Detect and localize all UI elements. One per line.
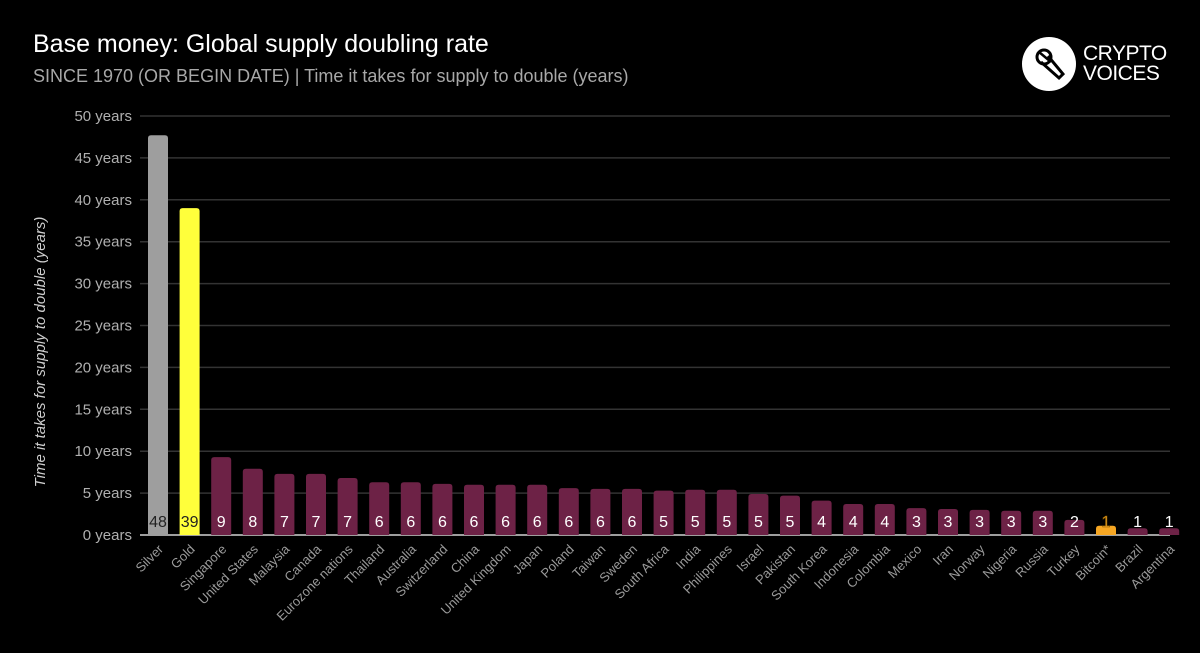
x-tick-label: Mexico <box>885 542 925 582</box>
bar <box>242 468 263 535</box>
data-label: 6 <box>470 514 479 531</box>
data-label: 1 <box>1102 514 1111 531</box>
logo-line-1: CRYPTO <box>1083 42 1167 65</box>
data-label: 8 <box>248 514 257 531</box>
y-tick-label: 50 years <box>74 108 132 125</box>
bar <box>1064 519 1085 535</box>
x-tick-label: Bitcoin* <box>1072 542 1114 584</box>
bar <box>527 484 548 535</box>
bar <box>780 495 800 535</box>
bar <box>590 488 611 535</box>
data-label: 7 <box>343 514 352 531</box>
bar <box>938 509 958 535</box>
data-label: 48 <box>149 514 167 531</box>
data-label: 1 <box>1165 514 1174 531</box>
data-label: 6 <box>564 514 573 531</box>
bar <box>1096 525 1116 535</box>
y-tick-label: 30 years <box>74 276 132 293</box>
y-tick-label: 25 years <box>74 318 132 335</box>
microphone-icon <box>1022 37 1076 91</box>
bar <box>337 478 358 535</box>
bar <box>274 473 295 535</box>
data-label: 5 <box>786 514 795 531</box>
chart-subtitle: SINCE 1970 (OR BEGIN DATE) | Time it tak… <box>33 66 629 86</box>
y-axis-title: Time it takes for supply to double (year… <box>32 217 49 488</box>
bar <box>874 503 895 535</box>
data-label: 39 <box>181 514 199 531</box>
data-label: 4 <box>817 514 826 531</box>
data-label: 6 <box>533 514 542 531</box>
x-tick-label: Poland <box>538 542 577 581</box>
chart-title: Base money: Global supply doubling rate <box>33 30 489 58</box>
bar <box>464 484 484 535</box>
data-label: 6 <box>438 514 447 531</box>
bar <box>716 489 737 535</box>
bar <box>432 483 453 535</box>
bar <box>1159 528 1180 535</box>
data-label: 9 <box>217 514 226 531</box>
bar <box>211 457 232 535</box>
data-label: 5 <box>659 514 668 531</box>
data-label: 1 <box>1133 514 1142 531</box>
y-tick-label: 10 years <box>74 443 132 460</box>
data-label: 7 <box>280 514 289 531</box>
data-label: 4 <box>880 514 889 531</box>
y-tick-label: 35 years <box>74 234 132 251</box>
bar <box>179 208 200 535</box>
data-label: 2 <box>1070 514 1079 531</box>
data-label: 4 <box>849 514 858 531</box>
data-label: 6 <box>406 514 415 531</box>
data-label: 5 <box>722 514 731 531</box>
data-label: 6 <box>501 514 510 531</box>
y-tick-label: 45 years <box>74 150 132 167</box>
y-tick-label: 15 years <box>74 401 132 418</box>
x-tick-label: Iran <box>930 542 956 568</box>
data-label: 3 <box>912 514 921 531</box>
data-label: 3 <box>1038 514 1047 531</box>
data-label: 7 <box>312 514 321 531</box>
bar <box>148 135 168 536</box>
y-tick-label: 20 years <box>74 359 132 376</box>
bar <box>495 484 516 535</box>
data-label: 5 <box>691 514 700 531</box>
bar <box>969 509 990 535</box>
bar <box>843 503 864 535</box>
bar <box>906 508 927 535</box>
bar <box>653 490 674 535</box>
bar <box>1127 528 1148 535</box>
data-label: 6 <box>596 514 605 531</box>
bar <box>400 482 421 535</box>
x-tick-label: Nigeria <box>980 541 1020 581</box>
data-label: 6 <box>375 514 384 531</box>
bar <box>811 500 832 535</box>
data-label: 5 <box>754 514 763 531</box>
bar <box>558 488 579 535</box>
data-label: 3 <box>1007 514 1016 531</box>
y-tick-label: 40 years <box>74 192 132 209</box>
data-label: 6 <box>628 514 637 531</box>
data-label: 3 <box>944 514 953 531</box>
x-tick-label: Silver <box>133 541 167 575</box>
bar <box>1032 510 1053 535</box>
bar <box>369 482 390 535</box>
x-tick-label: Norway <box>946 541 988 583</box>
bar <box>622 488 642 535</box>
data-label: 3 <box>975 514 984 531</box>
crypto-voices-logo: CRYPTO VOICES <box>1022 37 1167 91</box>
x-tick-label: Russia <box>1012 541 1051 580</box>
bar <box>306 473 326 535</box>
logo-line-2: VOICES <box>1083 62 1160 85</box>
bar <box>685 489 706 535</box>
y-tick-label: 0 years <box>83 527 132 544</box>
bar <box>748 493 769 535</box>
y-tick-label: 5 years <box>83 485 132 502</box>
bar <box>1001 510 1022 535</box>
